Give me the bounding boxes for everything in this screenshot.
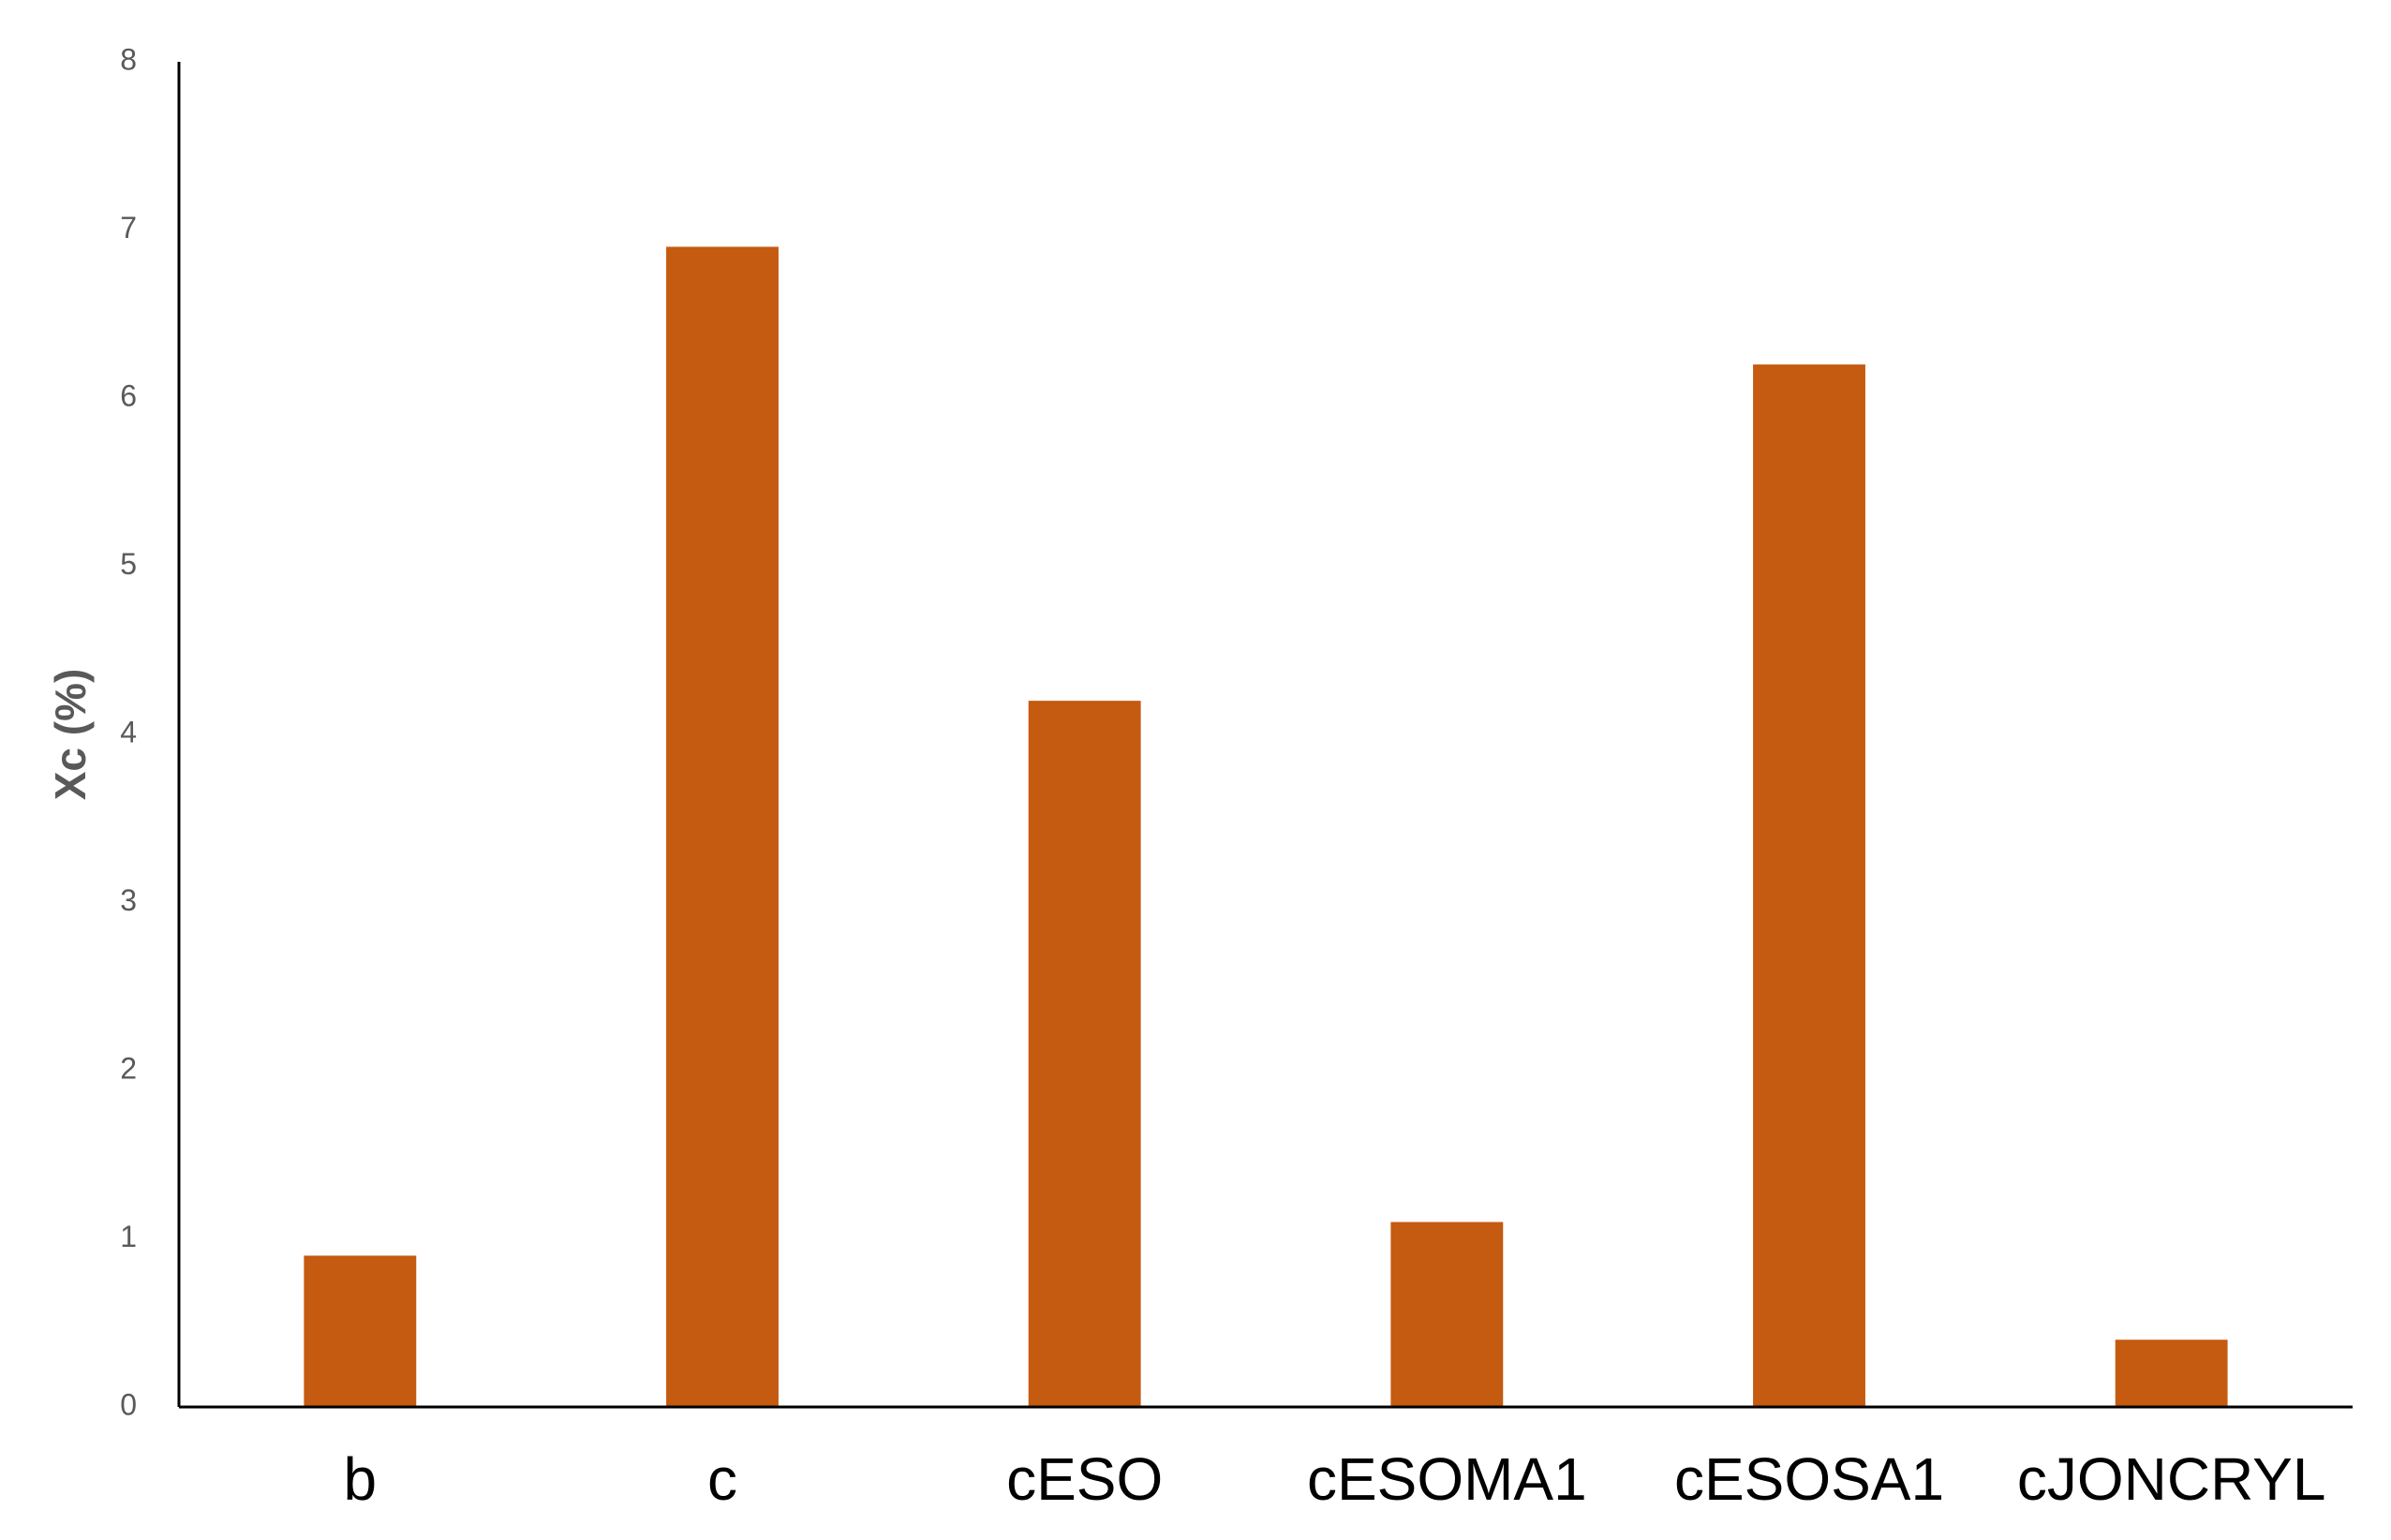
bar [1753,364,1865,1408]
y-tick-label: 8 [120,42,137,76]
bar [1028,701,1141,1407]
x-tick-label: b [344,1445,378,1513]
y-tick-label: 6 [120,378,137,412]
y-tick-label: 5 [120,547,137,581]
y-axis-label: Xc (%) [46,669,95,801]
y-tick-label: 2 [120,1051,137,1085]
y-tick-label: 0 [120,1387,137,1421]
y-tick-label: 1 [120,1220,137,1253]
x-tick-label: c [707,1445,737,1513]
x-tick-label: cJONCRYL [2017,1445,2326,1513]
x-tick-label: cESOSA1 [1674,1445,1944,1513]
y-tick-label: 7 [120,211,137,244]
bar [666,246,779,1408]
x-tick-label: cESO [1006,1445,1163,1513]
bar [2115,1340,2228,1407]
y-tick-label: 3 [120,883,137,917]
x-tick-label: cESOMA1 [1307,1445,1587,1513]
bar [304,1255,417,1407]
y-tick-label: 4 [120,715,137,748]
bar [1390,1222,1504,1407]
